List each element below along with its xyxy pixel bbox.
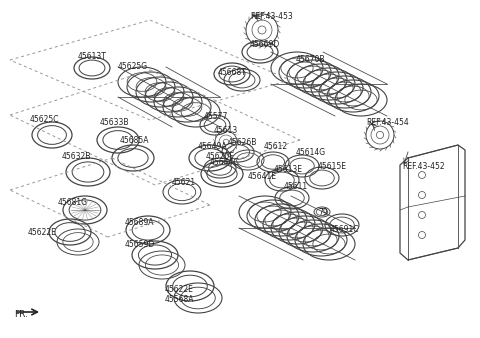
Text: 45612: 45612 <box>264 142 288 151</box>
Text: FR.: FR. <box>14 310 28 319</box>
Text: 45613T: 45613T <box>78 52 107 61</box>
Text: 45568A: 45568A <box>165 295 194 304</box>
Text: REF.43-454: REF.43-454 <box>366 118 409 127</box>
Text: 45625G: 45625G <box>118 62 148 71</box>
Text: 45614G: 45614G <box>296 148 326 157</box>
Text: 45625C: 45625C <box>30 115 60 124</box>
Text: 45577: 45577 <box>204 112 228 121</box>
Text: 45632B: 45632B <box>62 152 91 161</box>
Text: 45670B: 45670B <box>296 55 325 64</box>
Text: 45626B: 45626B <box>228 138 257 147</box>
Text: 45621: 45621 <box>172 178 196 187</box>
Text: 45622E: 45622E <box>28 228 57 237</box>
Text: 45611: 45611 <box>284 182 308 191</box>
Text: 45633B: 45633B <box>100 118 130 127</box>
Text: 45649A: 45649A <box>198 142 228 151</box>
Text: 45620F: 45620F <box>206 152 235 161</box>
Text: 45613E: 45613E <box>274 165 303 174</box>
Text: 45691C: 45691C <box>330 225 360 234</box>
Text: 45615E: 45615E <box>318 162 347 171</box>
Text: 45659D: 45659D <box>125 240 155 249</box>
Text: 45644C: 45644C <box>210 158 240 167</box>
Text: 45622E: 45622E <box>165 285 194 294</box>
Text: 45685A: 45685A <box>120 136 149 145</box>
Text: 45613: 45613 <box>214 126 238 135</box>
Text: 45668T: 45668T <box>218 68 247 77</box>
Text: REF.43-452: REF.43-452 <box>402 162 444 171</box>
Text: 45689A: 45689A <box>125 218 155 227</box>
Text: 45669D: 45669D <box>250 40 280 49</box>
Text: 45641E: 45641E <box>248 172 277 181</box>
Text: 45681G: 45681G <box>58 198 88 207</box>
Text: REF.43-453: REF.43-453 <box>250 12 293 21</box>
Text: 79: 79 <box>318 208 328 217</box>
